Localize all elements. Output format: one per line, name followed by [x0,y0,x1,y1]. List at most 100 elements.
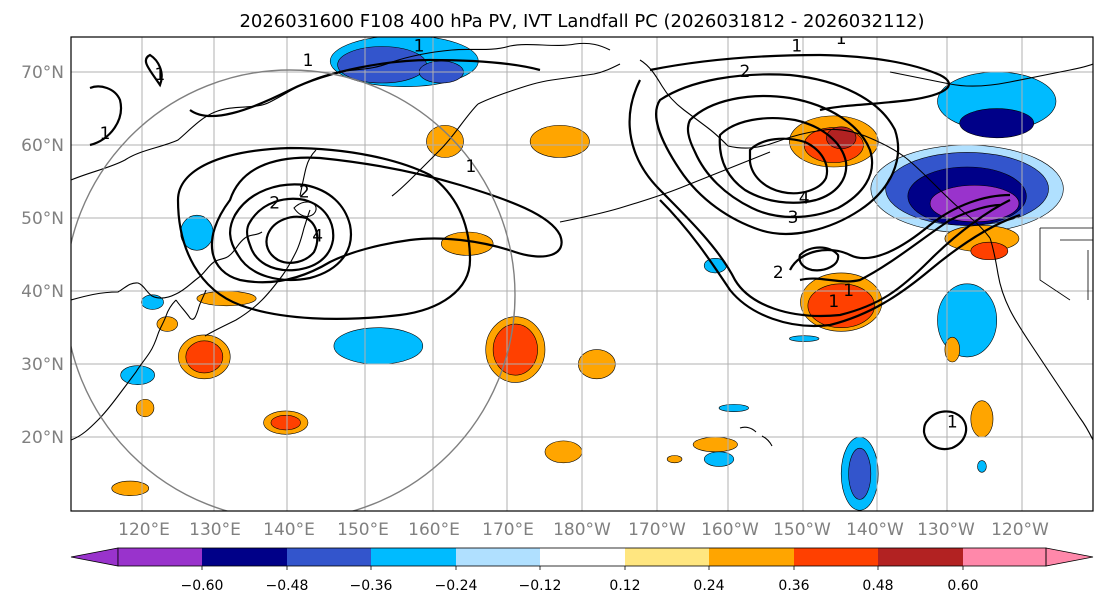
longitude-labels: 120°E 130°E 140°E 150°E 160°E 170°E 180°… [118,520,1049,540]
contour-value-label: 1 [154,65,165,85]
positive-pv-anomaly [944,336,960,363]
coastline-canada-west [905,157,991,239]
lat-label: 60°N [21,136,64,156]
contour-pacific-trough-4 [799,203,1001,283]
coastline-china [71,231,263,301]
pv-contours [89,53,1021,451]
contour-value-label: 3 [788,208,799,228]
contour-asia-3 [245,197,335,272]
lon-label: 160°W [701,520,759,540]
lat-label: 20°N [21,428,64,448]
colorbar [70,547,1094,570]
gridlines [71,37,1093,511]
lon-label: 150°E [337,520,389,540]
positive-pv-anomaly [970,241,1009,261]
contour-asia-1 [210,156,563,284]
coastline-arctic-na [889,63,1093,87]
colorbar-tick-label: −0.48 [266,578,309,594]
contour-pacific-5 [748,137,829,195]
contour-value-label: 1 [465,157,476,177]
lon-label: 130°W [917,520,975,540]
lon-label: 180°W [553,520,611,540]
colorbar-swatch [118,548,202,566]
colorbar-extend-max [1045,547,1094,567]
lon-label: 120°W [991,520,1049,540]
positive-pv-anomaly [529,125,590,158]
lon-label: 140°W [846,520,904,540]
contour-pacific-trough-1 [628,79,1011,317]
contour-value-label: 1 [836,29,847,49]
contour-value-label: 2 [740,62,751,82]
contour-value-label: 1 [414,36,425,56]
colorbar-tick-label: −0.24 [435,578,478,594]
contour-value-label: 1 [843,281,854,301]
contour-arctic-1 [89,85,123,147]
contour-value-label: 4 [799,188,810,208]
contour-pacific-2 [655,73,900,236]
contour-value-label: 1 [947,413,958,433]
negative-pv-anomaly [848,447,872,500]
negative-pv-anomaly [959,108,1035,139]
contour-asia-2 [229,183,353,282]
figure-title: 2026031600 F108 400 hPa PV, IVT Landfall… [239,11,924,32]
positive-pv-anomaly [492,323,538,376]
contour-value-label: 2 [269,194,280,214]
colorbar-swatch [878,548,963,566]
colorbar-tick-label: 0.48 [862,578,893,594]
coastline-japan [204,209,311,337]
contour-value-label: 2 [773,263,784,283]
negative-pv-anomaly [141,294,164,310]
coastline-alaska-south [727,128,907,159]
contour-value-label: 1 [100,124,111,144]
lat-label: 40°N [21,282,64,302]
search-radius-circle [71,69,516,511]
lat-label: 70°N [21,63,64,83]
colorbar-swatch [371,548,456,566]
contour-siberia-1 [144,53,541,118]
positive-pv-anomaly [970,400,994,438]
coastline-aleutians [559,151,771,223]
lon-label: 170°W [628,520,686,540]
map-frame [70,36,1094,512]
positive-pv-anomaly [111,480,150,496]
lon-label: 120°E [118,520,170,540]
contour-subtropical-1 [922,410,968,451]
contour-pacific-small [798,246,840,272]
contour-pacific-trough-2 [659,199,1021,327]
positive-pv-anomaly [666,455,683,464]
contour-pacific-trough-3 [789,193,1011,271]
colorbar-tick-label: 0.36 [778,578,809,594]
negative-pv-anomaly [789,335,820,342]
lon-label: 160°E [408,520,460,540]
lat-label: 50°N [21,209,64,229]
coastline-sakhalin [299,149,317,197]
contour-value-label: 1 [791,36,802,56]
contour-asia-outer [176,146,472,320]
colorbar-tick-label: 0.12 [609,578,640,594]
colorbar-extend-min [70,547,119,567]
coastline-korea [175,289,207,320]
positive-pv-anomaly [156,316,178,332]
positive-pv-anomaly [544,440,583,464]
lon-label: 150°W [773,520,831,540]
lat-label: 30°N [21,355,64,375]
colorbar-swatch [456,548,540,566]
negative-pv-anomaly [718,404,749,412]
colorbar-tick-label: 0.60 [947,578,978,594]
colorbar-tick-labels: −0.60 −0.48 −0.36 −0.24 −0.12 0.12 0.24 … [181,578,979,594]
colorbar-tick-label: 0.24 [693,578,724,594]
contour-value-label: 1 [828,292,839,312]
contour-pacific-4 [718,117,848,204]
negative-pv-anomaly [703,451,735,467]
coastline-usa-west [989,237,1093,441]
colorbar-tick-label: −0.36 [350,578,393,594]
latitude-labels: 70°N 60°N 50°N 40°N 30°N 20°N [21,63,64,448]
contour-pacific-1 [649,53,950,112]
positive-pv-anomaly [135,398,155,418]
contour-asia-4 [265,215,319,264]
lon-label: 140°E [263,520,315,540]
positive-pv-anomaly [426,125,464,158]
